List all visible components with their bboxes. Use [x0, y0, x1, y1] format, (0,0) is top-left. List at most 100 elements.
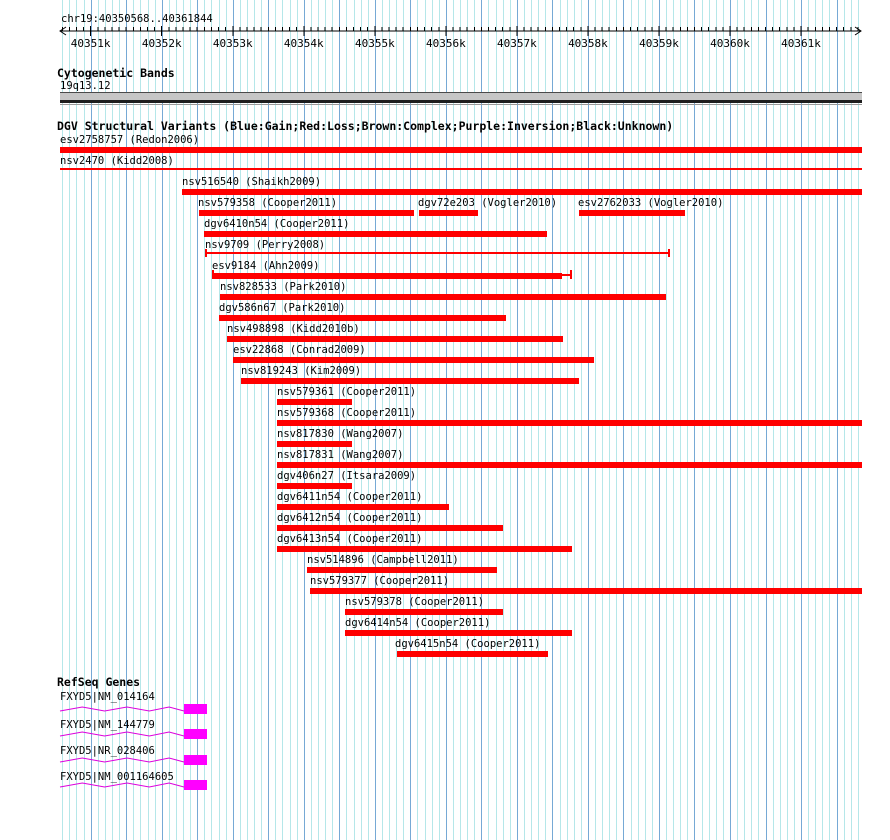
variant-bar[interactable] [277, 420, 862, 426]
variant-bar[interactable] [277, 546, 572, 552]
variant-bar[interactable] [205, 252, 670, 254]
gene-label[interactable]: FXYD5|NM_001164605 [60, 771, 174, 783]
gene-exon-box[interactable] [184, 729, 207, 739]
variant-bar[interactable] [307, 567, 497, 573]
ruler-tick-label: 40353k [213, 37, 253, 50]
grid-stripe-minor [155, 0, 156, 840]
variant-label[interactable]: nsv2470 (Kidd2008) [60, 155, 174, 167]
ruler-tick-label: 40361k [781, 37, 821, 50]
variant-bar[interactable] [233, 357, 594, 363]
variant-bar[interactable] [220, 294, 666, 300]
gene-intron-line[interactable] [0, 727, 890, 741]
grid-stripe-minor [219, 0, 220, 840]
variant-label[interactable]: nsv516540 (Shaikh2009) [182, 176, 322, 188]
variant-label[interactable]: esv22868 (Conrad2009) [233, 344, 366, 356]
grid-stripe-minor [98, 0, 99, 840]
variant-bar[interactable] [199, 210, 414, 216]
variant-bar[interactable] [227, 336, 563, 342]
grid-stripe-minor [261, 0, 262, 840]
variant-label[interactable]: nsv514896 (Campbell2011) [307, 554, 459, 566]
grid-stripe-minor [76, 0, 77, 840]
variant-label[interactable]: nsv819243 (Kim2009) [241, 365, 362, 377]
variant-bar[interactable] [204, 231, 547, 237]
variant-bar[interactable] [579, 210, 685, 216]
ruler-tick-label: 40356k [426, 37, 466, 50]
variant-bar[interactable] [182, 189, 862, 195]
gene-label[interactable]: FXYD5|NR_028406 [60, 745, 155, 757]
grid-stripe-minor [240, 0, 241, 840]
variant-label[interactable]: dgv6411n54 (Cooper2011) [277, 491, 423, 503]
gene-intron-line[interactable] [0, 702, 890, 716]
gene-intron-line[interactable] [0, 778, 890, 792]
variant-label[interactable]: nsv817830 (Wang2007) [277, 428, 404, 440]
variant-label[interactable]: dgv6415n54 (Cooper2011) [395, 638, 541, 650]
variant-label[interactable]: dgv6412n54 (Cooper2011) [277, 512, 423, 524]
ruler: 40351k 40352k 40353k 40354k 40355k 40356k 4035… [59, 26, 862, 50]
gene-exon-box[interactable] [184, 755, 207, 765]
cytoband-layer [60, 104, 862, 105]
variant-bar[interactable] [345, 630, 572, 636]
variant-label[interactable]: dgv586n67 (Park2010) [219, 302, 346, 314]
refseq-track-title: RefSeq Genes [57, 675, 141, 689]
grid-stripe-minor [140, 0, 141, 840]
grid-stripe-minor [204, 0, 205, 840]
variant-label[interactable]: nsv579378 (Cooper2011) [345, 596, 485, 608]
grid-stripe-major [126, 0, 127, 840]
variant-label[interactable]: esv2762033 (Vogler2010) [578, 197, 724, 209]
variant-label[interactable]: nsv579377 (Cooper2011) [310, 575, 450, 587]
variant-label[interactable]: dgv406n27 (Itsara2009) [277, 470, 417, 482]
grid-stripe-minor [148, 0, 149, 840]
variant-bar[interactable] [277, 462, 862, 468]
variant-bar[interactable] [60, 168, 862, 170]
grid-stripe-minor [169, 0, 170, 840]
variant-label[interactable]: esv2758757 (Redon2006) [60, 134, 200, 146]
variant-label[interactable]: dgv6410n54 (Cooper2011) [204, 218, 350, 230]
variant-bar[interactable] [277, 504, 449, 510]
variant-label[interactable]: nsv498898 (Kidd2010b) [227, 323, 360, 335]
gene-intron-line[interactable] [0, 753, 890, 767]
gene-label[interactable]: FXYD5|NM_014164 [60, 691, 155, 703]
variant-bar[interactable] [419, 210, 478, 216]
variant-label[interactable]: nsv9709 (Perry2008) [205, 239, 326, 251]
grid-stripe-minor [275, 0, 276, 840]
grid-stripe-major [91, 0, 92, 840]
ruler-tick-label: 40351k [71, 37, 111, 50]
ruler-tick-label: 40360k [710, 37, 750, 50]
variant-bar[interactable] [277, 441, 352, 447]
variant-label[interactable]: dgv6414n54 (Cooper2011) [345, 617, 491, 629]
variant-bar[interactable] [60, 147, 862, 153]
variant-bar[interactable] [345, 609, 503, 615]
variant-label[interactable]: dgv6413n54 (Cooper2011) [277, 533, 423, 545]
ruler-tick-label: 40354k [284, 37, 324, 50]
grid-stripe-minor [211, 0, 212, 840]
gene-label[interactable]: FXYD5|NM_144779 [60, 719, 155, 731]
variant-label[interactable]: nsv579368 (Cooper2011) [277, 407, 417, 419]
variant-bar[interactable] [241, 378, 579, 384]
variant-bar[interactable] [310, 588, 862, 594]
grid-stripe-minor [226, 0, 227, 840]
variant-bar[interactable] [397, 651, 548, 657]
gene-exon-box[interactable] [184, 704, 207, 714]
grid-stripe-minor [119, 0, 120, 840]
grid-stripe-major [233, 0, 234, 840]
cytoband-name-label: 19q13.12 [60, 80, 111, 92]
grid-stripe-minor [105, 0, 106, 840]
variant-bar[interactable] [219, 315, 506, 321]
variant-bar[interactable] [214, 273, 562, 279]
variant-label[interactable]: dgv72e203 (Vogler2010) [418, 197, 558, 209]
variant-bar[interactable] [277, 525, 503, 531]
grid-stripe-minor [247, 0, 248, 840]
variant-label[interactable]: nsv579361 (Cooper2011) [277, 386, 417, 398]
variant-label[interactable]: nsv817831 (Wang2007) [277, 449, 404, 461]
ruler-tick-label: 40352k [142, 37, 182, 50]
variant-label[interactable]: nsv579358 (Cooper2011) [198, 197, 338, 209]
gene-exon-box[interactable] [184, 780, 207, 790]
cytoband-layer [60, 100, 862, 103]
grid-stripe-minor [62, 0, 63, 840]
variant-label[interactable]: nsv828533 (Park2010) [220, 281, 347, 293]
variant-label[interactable]: esv9184 (Ahn2009) [212, 260, 320, 272]
variant-bar[interactable] [277, 399, 352, 405]
variant-bar[interactable] [277, 483, 352, 489]
dgv-track-title: DGV Structural Variants (Blue:Gain;Red:L… [57, 119, 674, 133]
